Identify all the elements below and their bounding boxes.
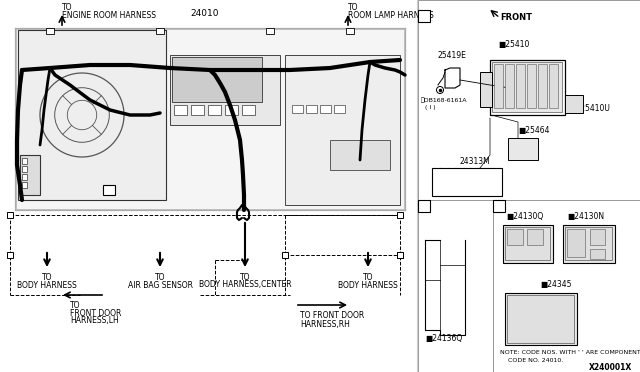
Bar: [397, 212, 403, 218]
Bar: [549, 64, 558, 108]
Bar: [22, 158, 27, 164]
Text: BODY HARNESS: BODY HARNESS: [338, 280, 398, 289]
Text: TO: TO: [240, 273, 250, 282]
Bar: [103, 185, 115, 195]
Bar: [432, 168, 502, 196]
Text: C: C: [496, 202, 502, 211]
Bar: [346, 28, 354, 34]
Bar: [266, 28, 274, 34]
Bar: [527, 64, 536, 108]
Bar: [174, 105, 187, 115]
Bar: [18, 30, 166, 200]
Bar: [565, 95, 583, 113]
Text: ENGINE ROOM HARNESS: ENGINE ROOM HARNESS: [62, 10, 156, 19]
Bar: [418, 0, 640, 200]
Bar: [282, 252, 288, 258]
Bar: [285, 55, 400, 205]
Text: FRONT: FRONT: [500, 13, 532, 22]
Bar: [397, 252, 403, 258]
Text: HARNESS,LH: HARNESS,LH: [70, 317, 119, 326]
Text: ■25410U: ■25410U: [573, 103, 610, 112]
Bar: [590, 249, 605, 259]
Text: ■24130Q: ■24130Q: [506, 212, 543, 221]
Text: ■24130N: ■24130N: [567, 212, 604, 221]
Bar: [7, 252, 13, 258]
Bar: [7, 212, 13, 218]
Text: TO: TO: [42, 273, 52, 282]
Bar: [330, 140, 390, 170]
Text: BODY HARNESS: BODY HARNESS: [17, 280, 77, 289]
Bar: [508, 138, 538, 160]
Bar: [22, 166, 27, 172]
Bar: [292, 105, 303, 113]
Bar: [418, 10, 430, 22]
Text: FRONT DOOR: FRONT DOOR: [70, 308, 122, 317]
Text: ROOM LAMP HARNESS: ROOM LAMP HARNESS: [348, 10, 434, 19]
Text: 25419E: 25419E: [438, 51, 467, 60]
Bar: [191, 105, 204, 115]
Bar: [503, 225, 553, 263]
Text: TO: TO: [62, 3, 72, 13]
Text: ■25464: ■25464: [518, 125, 550, 135]
Bar: [492, 62, 562, 112]
Bar: [505, 64, 514, 108]
Bar: [208, 105, 221, 115]
Text: BODY HARNESS,CENTER: BODY HARNESS,CENTER: [198, 280, 291, 289]
Bar: [418, 200, 493, 372]
Text: TO: TO: [155, 273, 165, 282]
Text: TO: TO: [348, 3, 358, 13]
Text: 24010: 24010: [191, 10, 220, 19]
Bar: [507, 229, 523, 245]
Text: A: A: [420, 12, 428, 20]
Bar: [20, 155, 40, 195]
Text: CODE NO. 24010.: CODE NO. 24010.: [508, 357, 563, 362]
Text: ( I ): ( I ): [425, 105, 436, 109]
Bar: [225, 105, 238, 115]
Text: AIR BAG SENSOR: AIR BAG SENSOR: [127, 280, 193, 289]
Text: TO: TO: [363, 273, 373, 282]
Text: ⒷDB168-6161A: ⒷDB168-6161A: [421, 97, 467, 103]
Bar: [505, 227, 550, 260]
Bar: [418, 200, 430, 212]
Bar: [527, 229, 543, 245]
Text: ■25410: ■25410: [498, 41, 529, 49]
Text: NOTE: CODE NOS. WITH ' ' ARE COMPONENT PARTS OF: NOTE: CODE NOS. WITH ' ' ARE COMPONENT P…: [500, 350, 640, 355]
Bar: [507, 295, 574, 343]
Bar: [493, 200, 505, 212]
Bar: [563, 225, 615, 263]
Bar: [567, 229, 585, 257]
Bar: [565, 227, 612, 260]
Bar: [306, 105, 317, 113]
Bar: [516, 64, 525, 108]
Bar: [172, 57, 262, 102]
Bar: [590, 229, 605, 245]
Bar: [538, 64, 547, 108]
Text: ■24345: ■24345: [540, 280, 572, 289]
Text: TO: TO: [70, 301, 81, 310]
Bar: [480, 72, 492, 107]
Bar: [320, 105, 331, 113]
Bar: [490, 60, 565, 115]
Bar: [22, 174, 27, 180]
Bar: [170, 55, 280, 125]
Text: A: A: [106, 187, 112, 193]
Bar: [493, 200, 640, 372]
Text: 24313M: 24313M: [460, 157, 491, 167]
Bar: [156, 28, 164, 34]
Bar: [46, 28, 54, 34]
Bar: [16, 29, 404, 209]
Text: ■24136Q: ■24136Q: [425, 334, 462, 343]
Text: X240001X: X240001X: [589, 363, 632, 372]
Bar: [494, 64, 503, 108]
Text: B: B: [421, 202, 427, 211]
Bar: [22, 182, 27, 188]
Text: TO FRONT DOOR: TO FRONT DOOR: [300, 311, 364, 321]
Bar: [242, 105, 255, 115]
Bar: [334, 105, 345, 113]
Bar: [505, 293, 577, 345]
Bar: [397, 252, 403, 258]
Text: HARNESS,RH: HARNESS,RH: [300, 320, 350, 328]
